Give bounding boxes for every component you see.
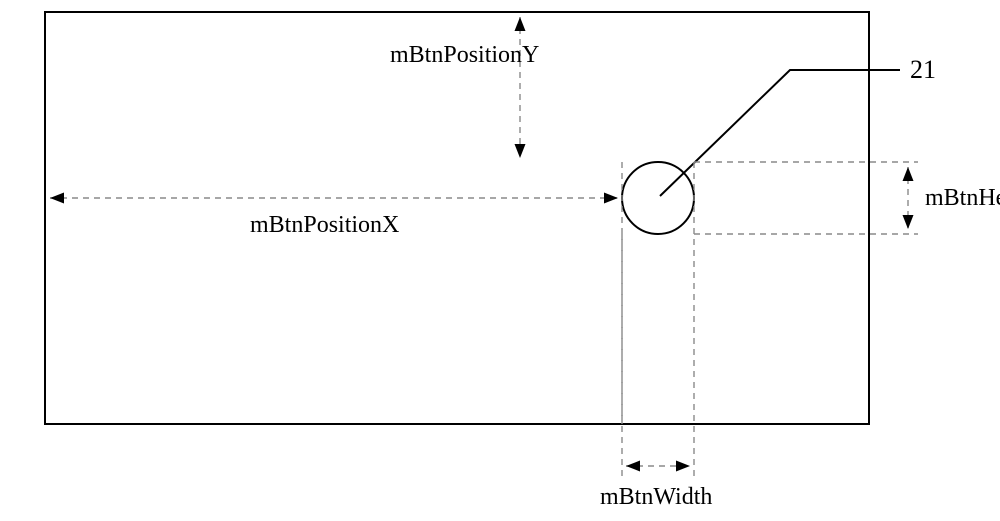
height-arrow-up (903, 167, 914, 181)
height-label: mBtnHeight (925, 185, 1000, 211)
posy-label: mBtnPositionY (390, 42, 539, 68)
posy-arrow-down (515, 144, 526, 158)
callout-label: 21 (910, 55, 936, 84)
width-arrow-left (626, 461, 640, 472)
height-arrow-down (903, 215, 914, 229)
posx-arrow-left (50, 193, 64, 204)
posx-label: mBtnPositionX (250, 212, 399, 238)
width-arrow-right (676, 461, 690, 472)
posy-arrow-up (515, 17, 526, 31)
bounding-box (45, 12, 869, 424)
width-label: mBtnWidth (600, 484, 712, 510)
posx-arrow-right (604, 193, 618, 204)
callout-leader (660, 70, 900, 196)
